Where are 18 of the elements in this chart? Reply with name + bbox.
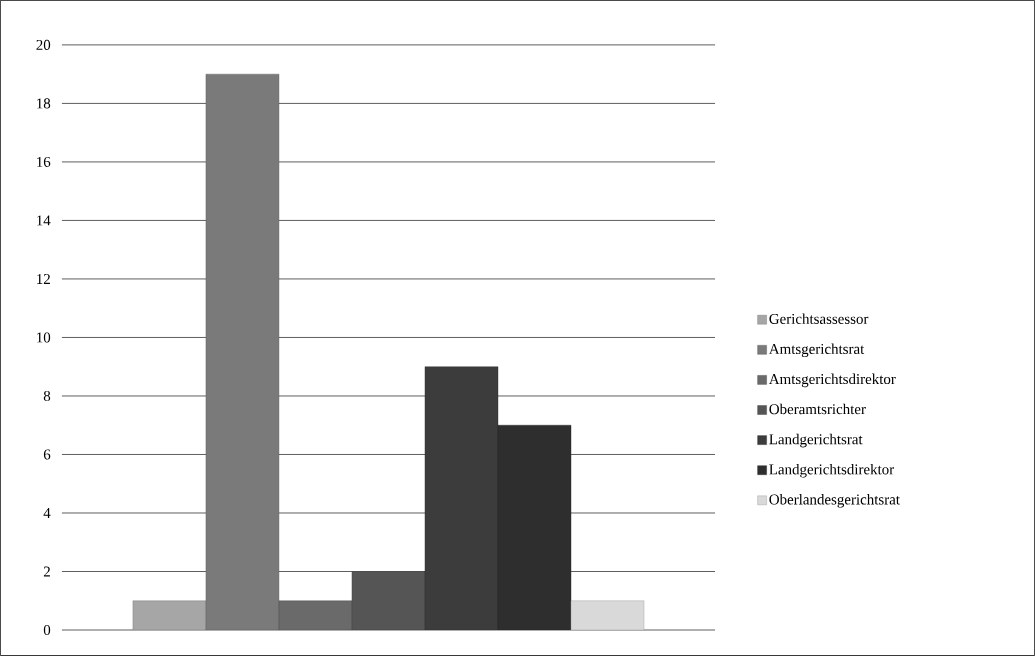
legend-label: Landgerichtsrat [769, 433, 863, 448]
legend-label: Gerichtsassessor [769, 313, 869, 324]
y-tick-label: 20 [36, 39, 51, 50]
legend-label: Landgerichtsdirektor [769, 463, 895, 478]
y-tick-label: 16 [37, 156, 51, 167]
y-tick-label: 2 [43, 566, 50, 577]
legend-label: Amtsgerichtsdirektor [768, 373, 896, 388]
y-tick-label: 14 [37, 215, 51, 226]
y-tick-label: 6 [43, 449, 51, 460]
y-tick-label: 10 [37, 332, 51, 343]
y-tick-label: 8 [43, 390, 51, 402]
legend-label: Oberamtsrichter [769, 403, 866, 415]
y-tick-label: 18 [37, 98, 51, 109]
legend-label: Amtsgerichtsrat [768, 343, 865, 358]
legend-label: Oberlandesgerichtsrat [769, 494, 900, 508]
y-tick-label: 0 [43, 625, 51, 636]
y-tick-label: 4 [43, 508, 51, 518]
y-tick-label: 12 [37, 274, 50, 284]
